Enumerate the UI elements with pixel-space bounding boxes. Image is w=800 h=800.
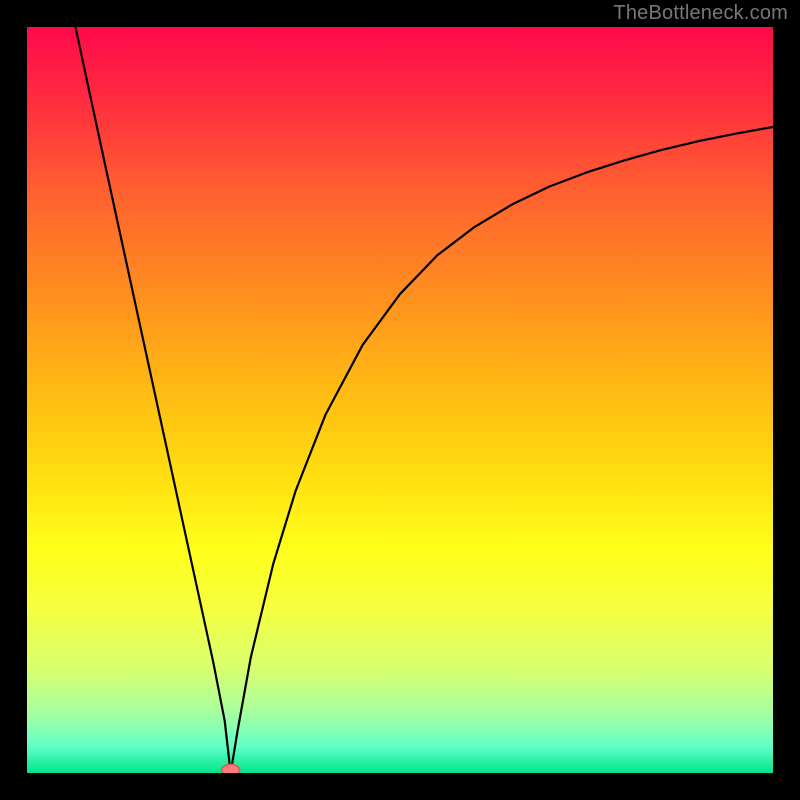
plot-area — [27, 27, 773, 773]
watermark-label: TheBottleneck.com — [613, 2, 788, 25]
min-marker — [222, 764, 240, 773]
chart-svg — [27, 27, 773, 773]
chart-frame: TheBottleneck.com — [0, 0, 800, 800]
chart-background — [27, 27, 773, 773]
